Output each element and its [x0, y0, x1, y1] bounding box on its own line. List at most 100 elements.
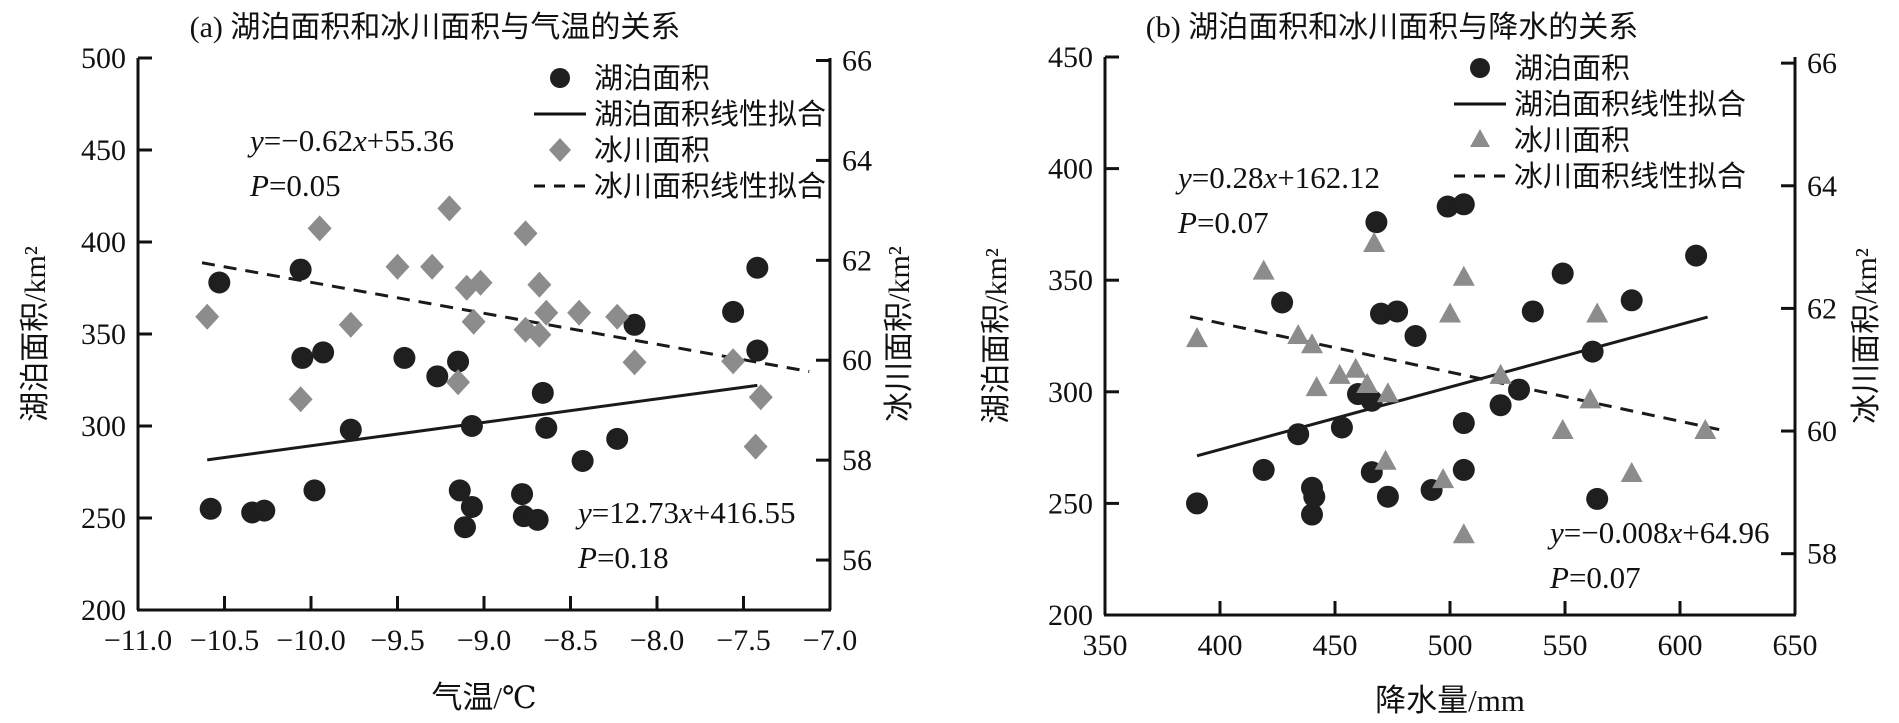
panel-b-left-y-axis-label: 湖泊面积/km² [980, 248, 1013, 424]
glacier-data-point [1439, 302, 1461, 323]
lake-data-point [303, 479, 326, 502]
lake-data-point [1452, 458, 1475, 481]
glacier-data-point [461, 308, 486, 335]
legend-glacier-marker-icon [549, 138, 571, 162]
panel-a-left-y-axis-label: 湖泊面积/km² [19, 246, 52, 422]
left-y-tick-label: 400 [81, 226, 126, 259]
x-tick-label: −8.5 [543, 624, 597, 657]
lake-data-point [1508, 378, 1530, 401]
lake-data-point [623, 313, 646, 336]
panel-a-lake-fit-annotation: y=12.73x+416.55 P=0.18 [578, 490, 796, 580]
panel-b-lake-fit-annotation: y=0.28x+162.12 P=0.07 [1178, 155, 1380, 245]
lake-data-point [1404, 325, 1427, 347]
left-y-tick-label: 500 [81, 42, 126, 75]
left-y-tick-label: 200 [1048, 599, 1093, 632]
legend-lake-marker-icon [550, 68, 570, 88]
glacier-data-point [743, 433, 768, 460]
x-tick-label: −10.5 [190, 624, 259, 657]
glacier-data-point [1579, 388, 1602, 409]
lake-data-point [291, 346, 314, 369]
glacier-data-point [288, 386, 313, 413]
equation-text: y=0.28x+162.12 [1178, 160, 1380, 195]
lake-data-point [253, 499, 276, 522]
glacier-data-point [1363, 232, 1386, 253]
right-y-tick-label: 62 [842, 244, 872, 277]
right-y-tick-label: 64 [842, 144, 872, 177]
glacier-data-point [721, 348, 746, 375]
glacier-data-point [1586, 302, 1609, 323]
legend-label: 冰川面积 [1514, 124, 1630, 157]
lake-data-point [571, 449, 594, 472]
right-y-tick-label: 66 [1807, 47, 1837, 80]
glacier-data-point [1452, 523, 1475, 544]
equation-text: y=12.73x+416.55 [578, 495, 796, 530]
panel-a-x-axis-label: 气温/℃ [431, 680, 537, 715]
panel-b-x-axis-label: 降水量/mm [1375, 683, 1525, 718]
glacier-fit-line [1189, 315, 1727, 433]
glacier-data-point [622, 349, 647, 376]
glacier-data-point [1489, 363, 1512, 384]
left-y-tick-label: 450 [1048, 41, 1093, 74]
panel-a-title: (a) 湖泊面积和冰川面积与气温的关系 [189, 11, 681, 44]
lake-data-point [606, 427, 629, 450]
legend-label: 湖泊面积 [594, 62, 710, 95]
right-y-tick-label: 64 [1807, 170, 1837, 203]
glacier-data-point [1374, 449, 1397, 470]
right-y-tick-label: 60 [1807, 415, 1837, 448]
right-y-tick-label: 62 [1807, 292, 1837, 325]
lake-data-point [447, 350, 470, 373]
lake-data-point [289, 258, 312, 281]
right-y-tick-label: 66 [842, 44, 872, 77]
lake-data-point [1301, 503, 1323, 526]
equation-text: y=−0.62x+55.36 [250, 123, 454, 158]
glacier-data-point [385, 253, 410, 280]
p-value-text: P=0.18 [578, 540, 669, 575]
equation-text: y=−0.008x+64.96 [1550, 515, 1770, 550]
legend-label: 湖泊面积线性拟合 [1514, 88, 1746, 121]
panel-b-right-y-axis-label: 冰川面积/km² [1850, 248, 1883, 424]
glacier-data-point [307, 215, 332, 242]
glacier-data-point [567, 299, 592, 326]
left-y-tick-label: 400 [1048, 153, 1093, 186]
panel-b-glacier-fit-annotation: y=−0.008x+64.96 P=0.07 [1550, 510, 1769, 600]
glacier-data-point [1376, 382, 1399, 403]
x-tick-label: 350 [1083, 629, 1128, 662]
lake-data-point [339, 418, 362, 441]
left-y-tick-label: 200 [81, 594, 126, 627]
lake-data-point [1365, 211, 1388, 234]
glacier-data-point [1328, 363, 1351, 384]
lake-data-point [746, 339, 769, 362]
lake-data-point [1620, 289, 1643, 312]
lake-data-point [1551, 262, 1574, 285]
x-tick-label: −8.0 [630, 624, 684, 657]
x-tick-label: −7.5 [716, 624, 770, 657]
right-y-tick-label: 58 [842, 444, 872, 477]
glacier-data-point [513, 220, 538, 247]
lake-data-point [1330, 416, 1353, 439]
legend-label: 冰川面积线性拟合 [594, 170, 826, 203]
glacier-data-point [1252, 259, 1275, 280]
lake-data-point [1252, 458, 1275, 481]
glacier-data-point [338, 311, 363, 338]
glacier-data-point [1694, 419, 1717, 440]
lake-data-point [1586, 487, 1609, 510]
lake-data-point [460, 495, 483, 518]
x-tick-label: 550 [1543, 629, 1588, 662]
panel-a: −11.0 −10.5 −10.0 −9.5 −9.0 −8.5 −8.0 −7.5 −7.0 2… [0, 0, 949, 723]
p-value-text: P=0.07 [1550, 560, 1641, 595]
lake-data-point [1452, 193, 1475, 216]
glacier-data-point [1452, 265, 1475, 286]
panel-a-plot: −11.0 −10.5 −10.0 −9.5 −9.0 −8.5 −8.0 −7.5 −7.0 2… [81, 42, 872, 657]
lake-data-point [535, 416, 558, 439]
panel-a-glacier-fit-annotation: y=−0.62x+55.36 P=0.05 [250, 118, 454, 208]
glacier-data-point [527, 271, 552, 298]
glacier-data-point [527, 321, 552, 348]
x-tick-label: −9.0 [457, 624, 511, 657]
left-y-tick-label: 250 [81, 502, 126, 535]
panel-b-title: (b) 湖泊面积和冰川面积与降水的关系 [1145, 11, 1639, 44]
x-tick-label: 500 [1428, 629, 1473, 662]
legend-lake-marker-icon [1470, 58, 1490, 78]
glacier-data-point [534, 299, 559, 326]
lake-data-point [460, 415, 483, 437]
